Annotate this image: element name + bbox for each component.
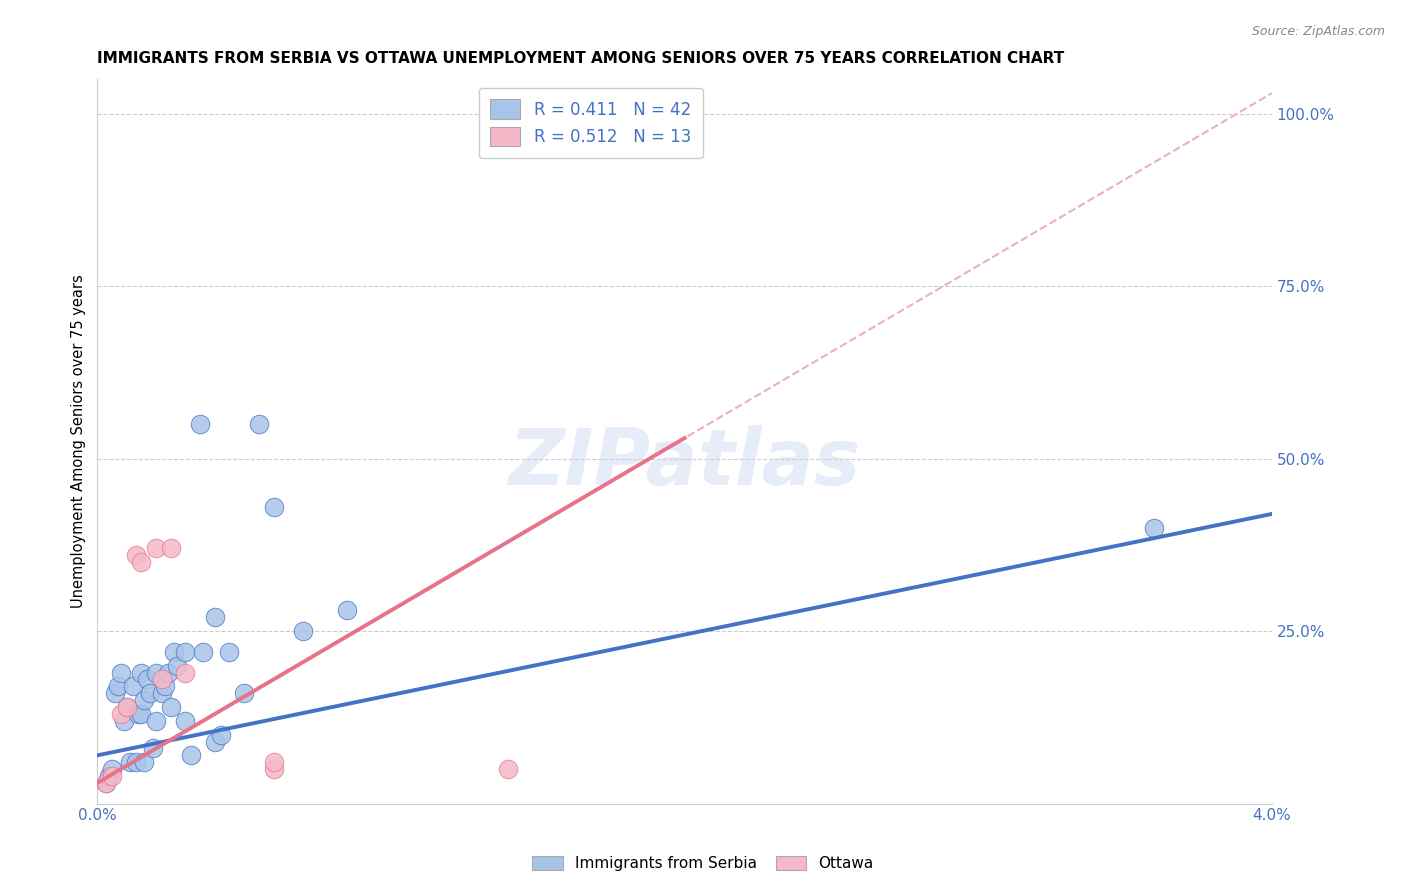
Y-axis label: Unemployment Among Seniors over 75 years: Unemployment Among Seniors over 75 years xyxy=(72,275,86,608)
Point xyxy=(209,728,232,742)
Point xyxy=(159,700,181,714)
Point xyxy=(247,417,270,432)
Legend: Immigrants from Serbia, Ottawa: Immigrants from Serbia, Ottawa xyxy=(526,849,880,877)
Point xyxy=(180,748,202,763)
Point xyxy=(136,673,159,687)
Point xyxy=(174,714,197,728)
Point xyxy=(131,706,153,721)
Point xyxy=(204,610,226,624)
Point xyxy=(174,645,197,659)
Point xyxy=(134,756,156,770)
Point xyxy=(107,679,129,693)
Point xyxy=(124,756,146,770)
Point xyxy=(150,673,173,687)
Text: ZIPatlas: ZIPatlas xyxy=(509,425,860,501)
Point xyxy=(174,665,197,680)
Legend: R = 0.411   N = 42, R = 0.512   N = 13: R = 0.411 N = 42, R = 0.512 N = 13 xyxy=(478,87,703,158)
Text: IMMIGRANTS FROM SERBIA VS OTTAWA UNEMPLOYMENT AMONG SENIORS OVER 75 YEARS CORREL: IMMIGRANTS FROM SERBIA VS OTTAWA UNEMPLO… xyxy=(97,51,1064,66)
Point xyxy=(134,693,156,707)
Point xyxy=(263,756,285,770)
Point xyxy=(188,417,211,432)
Point xyxy=(124,549,146,563)
Point xyxy=(263,762,285,776)
Point xyxy=(121,679,143,693)
Point xyxy=(204,734,226,748)
Point xyxy=(131,555,153,569)
Point xyxy=(96,776,118,790)
Point xyxy=(110,706,132,721)
Point xyxy=(104,686,127,700)
Point xyxy=(131,665,153,680)
Point xyxy=(142,741,165,756)
Point xyxy=(191,645,214,659)
Text: Source: ZipAtlas.com: Source: ZipAtlas.com xyxy=(1251,25,1385,38)
Point xyxy=(163,645,186,659)
Point xyxy=(263,500,285,514)
Point xyxy=(115,700,138,714)
Point xyxy=(110,665,132,680)
Point xyxy=(98,769,121,783)
Point xyxy=(156,665,179,680)
Point xyxy=(166,658,188,673)
Point xyxy=(145,541,167,556)
Point xyxy=(233,686,256,700)
Point xyxy=(96,776,118,790)
Point xyxy=(150,686,173,700)
Point xyxy=(118,756,141,770)
Point xyxy=(336,603,359,617)
Point xyxy=(1143,521,1166,535)
Point xyxy=(145,714,167,728)
Point xyxy=(101,762,124,776)
Point xyxy=(139,686,162,700)
Point xyxy=(218,645,240,659)
Point xyxy=(159,541,181,556)
Point xyxy=(153,679,176,693)
Point xyxy=(112,714,135,728)
Point xyxy=(101,769,124,783)
Point xyxy=(291,624,314,639)
Point xyxy=(145,665,167,680)
Point xyxy=(498,762,520,776)
Point xyxy=(127,706,149,721)
Point xyxy=(115,700,138,714)
